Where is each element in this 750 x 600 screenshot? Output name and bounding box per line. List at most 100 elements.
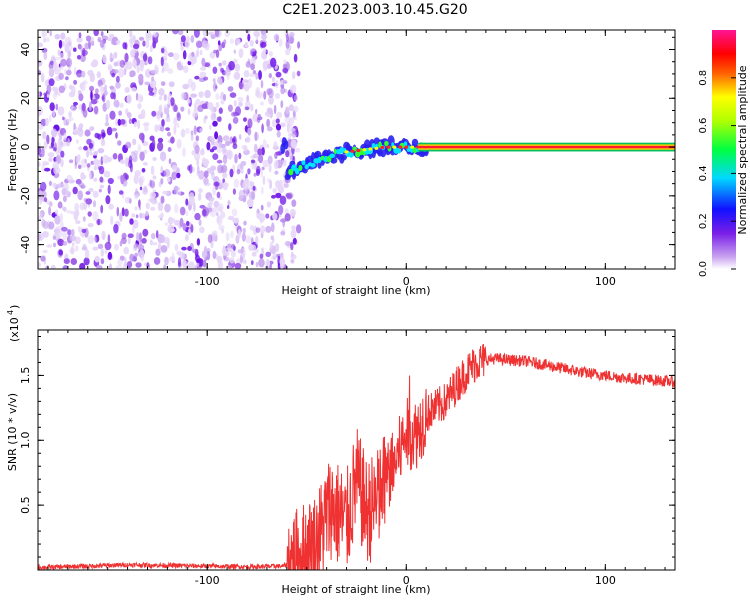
noise-blob [107, 177, 114, 185]
noise-blob [119, 240, 123, 247]
noise-blob [97, 218, 100, 226]
colorbar-tick-label: 0.6 [698, 118, 709, 134]
ridge-peak [350, 149, 355, 153]
noise-blob [198, 170, 205, 180]
noise-blob [82, 80, 88, 85]
noise-blob [177, 257, 182, 267]
noise-blob [142, 53, 148, 62]
noise-blob [101, 230, 106, 240]
noise-blob [63, 132, 67, 141]
noise-blob [124, 52, 129, 63]
noise-blob [243, 83, 250, 92]
noise-blob [170, 136, 175, 144]
noise-blob [256, 91, 264, 99]
y-tick-label: 0 [19, 144, 32, 151]
noise-blob [64, 36, 72, 44]
noise-blob [255, 261, 259, 268]
noise-blob [89, 150, 92, 156]
noise-blob [265, 259, 270, 268]
noise-blob [284, 240, 292, 247]
noise-blob [224, 70, 231, 76]
y-tick-label: 20 [19, 91, 32, 105]
noise-blob [250, 63, 256, 71]
noise-blob [65, 76, 69, 81]
noise-blob [107, 251, 113, 260]
noise-blob [260, 167, 263, 178]
noise-blob [139, 62, 144, 72]
noise-blob [129, 30, 133, 38]
noise-blob [70, 246, 75, 255]
noise-blob [259, 101, 265, 106]
noise-blob [161, 119, 165, 127]
noise-blob [271, 119, 277, 128]
noise-blob [295, 147, 301, 153]
noise-blob [72, 186, 78, 195]
noise-blob [249, 224, 254, 231]
noise-blob [179, 206, 186, 216]
noise-blob [290, 128, 296, 132]
noise-blob [150, 232, 156, 240]
noise-blob [260, 247, 264, 253]
ridge-core [333, 148, 337, 155]
noise-blob [227, 247, 233, 253]
noise-blob [81, 232, 85, 238]
noise-blob [93, 165, 98, 171]
noise-blob [144, 125, 149, 132]
noise-blob [60, 58, 67, 67]
noise-blob [243, 145, 248, 152]
noise-blob [99, 176, 104, 183]
noise-blob [146, 262, 150, 268]
noise-blob [252, 185, 256, 191]
noise-blob [149, 79, 157, 89]
spectrogram-panel: -100 0 100 -40 -20 0 20 40 Height of straight l… [6, 29, 676, 297]
noise-blob [48, 221, 55, 230]
noise-blob [137, 93, 143, 103]
noise-blob [243, 79, 249, 83]
noise-blob [291, 199, 297, 207]
noise-blob [53, 190, 60, 201]
noise-blob [85, 191, 91, 195]
x-tick-label: -100 [195, 275, 220, 288]
noise-blob [245, 235, 252, 244]
noise-blob [180, 92, 187, 101]
noise-blob [58, 249, 63, 256]
noise-blob [135, 262, 142, 268]
noise-blob [60, 150, 65, 158]
noise-blob [99, 184, 105, 189]
noise-blob [74, 245, 79, 252]
noise-blob [152, 157, 157, 161]
noise-blob [230, 250, 236, 258]
noise-blob [40, 118, 47, 127]
noise-blob [83, 257, 90, 266]
noise-blob [233, 100, 237, 107]
noise-blob [274, 151, 278, 159]
noise-blob [177, 30, 184, 36]
noise-blob [38, 161, 41, 167]
noise-blob [260, 30, 267, 35]
noise-blob [74, 202, 80, 212]
noise-blob [227, 86, 234, 92]
noise-blob [180, 128, 186, 138]
noise-blob [223, 39, 227, 45]
noise-blob [111, 127, 118, 132]
noise-blob [93, 236, 97, 244]
noise-blob [39, 198, 42, 205]
ridge-core [371, 143, 376, 149]
noise-blob [95, 88, 99, 94]
noise-blob [233, 71, 241, 80]
noise-blob [194, 151, 201, 161]
noise-blob [265, 225, 272, 233]
noise-blob [173, 185, 179, 195]
noise-blob [266, 118, 270, 128]
noise-blob [107, 37, 112, 42]
ridge-peak [398, 145, 403, 149]
noise-blob [160, 245, 168, 253]
noise-blob [257, 148, 263, 156]
noise-blob [255, 248, 259, 253]
noise-blob [157, 242, 162, 251]
noise-blob [157, 214, 163, 219]
noise-blob [76, 37, 83, 43]
noise-blob [222, 93, 227, 102]
noise-blob [262, 175, 266, 185]
noise-blob [212, 250, 217, 260]
